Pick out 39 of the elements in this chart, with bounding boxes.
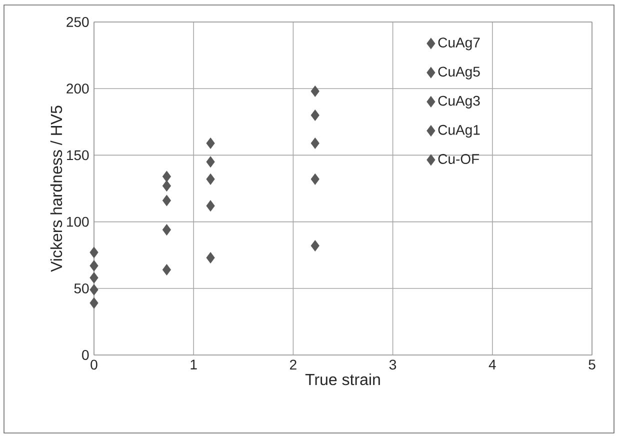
x-tick-label: 0 [90, 360, 98, 370]
y-tick-label: 150 [67, 150, 89, 160]
legend-label: Cu-OF [438, 154, 480, 164]
legend-label: CuAg5 [438, 66, 480, 80]
y-tick-label: 50 [74, 283, 89, 294]
point [206, 252, 215, 264]
point [90, 246, 98, 258]
legend-label: CuAg1 [438, 124, 480, 138]
point [206, 138, 215, 149]
point [162, 170, 171, 182]
point [162, 224, 171, 236]
y-tick-label: 100 [67, 216, 89, 227]
point [162, 180, 171, 192]
y-axis-title: Vickers hardness / HV5 [50, 106, 62, 272]
point [162, 264, 171, 276]
legend-label: CuAg7 [438, 38, 480, 50]
point [310, 174, 320, 185]
x-tick-label: 2 [290, 360, 296, 370]
x-axis-title: True strain [305, 373, 380, 386]
point [90, 297, 98, 309]
x-tick-label: 3 [389, 360, 396, 370]
y-tick-label: 200 [66, 84, 89, 94]
point [206, 156, 215, 168]
x-tick-label: 1 [190, 360, 197, 370]
point [310, 110, 320, 121]
point [310, 138, 320, 149]
x-tick-label: 5 [588, 360, 596, 370]
y-tick-label: 250 [66, 17, 89, 27]
point [206, 200, 215, 212]
point [90, 272, 98, 284]
point [310, 86, 320, 97]
legend-label: CuAg3 [438, 96, 480, 108]
point [206, 174, 215, 185]
point [90, 284, 98, 296]
point [310, 240, 320, 252]
point [90, 260, 98, 272]
x-tick-label: 4 [488, 360, 496, 370]
y-tick-label: 0 [82, 350, 89, 360]
point [162, 194, 171, 206]
